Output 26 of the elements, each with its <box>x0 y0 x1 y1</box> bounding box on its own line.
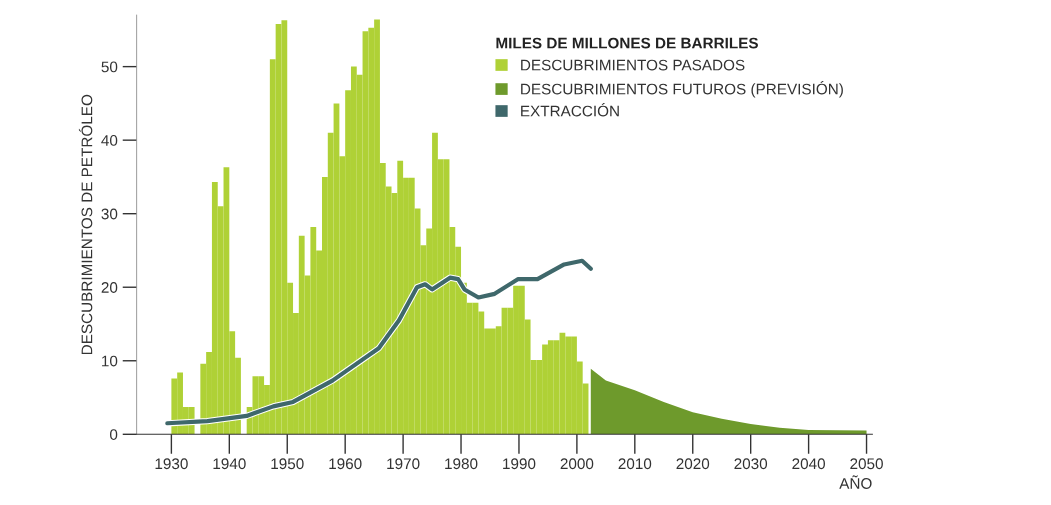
y-tick-label: 10 <box>102 355 118 367</box>
x-tick-label: 1980 <box>445 458 478 470</box>
y-tick-label: 20 <box>101 282 118 293</box>
x-axis-title: AÑO <box>839 475 872 489</box>
x-tick-label: 1930 <box>155 458 188 470</box>
legend-label: DESCUBRIMIENTOS PASADOS <box>521 59 745 71</box>
line-series <box>164 257 594 427</box>
x-tick-label: 2040 <box>792 458 826 470</box>
y-axis-title: DESCUBRIMIENTOS DE PETRÓLEO <box>78 94 93 355</box>
y-tick-label: 50 <box>101 61 118 73</box>
x-tick-label: 2050 <box>850 458 883 470</box>
legend-label: DESCUBRIMIENTOS FUTUROS (PREVISIÓN) <box>521 81 843 98</box>
x-tick-label: 1940 <box>213 458 246 470</box>
x-tick-label: 1950 <box>271 458 304 470</box>
y-tick-label: 0 <box>109 429 118 440</box>
legend-label: EXTRACCIÓN <box>521 103 619 117</box>
x-tick-label: 2020 <box>676 458 710 470</box>
y-tick-label: 30 <box>101 208 118 220</box>
x-tick-label: 2000 <box>560 458 594 470</box>
y-tick-label: 40 <box>101 135 118 146</box>
legend-title: MILES DE MILLONES DE BARRILES <box>496 37 758 49</box>
x-tick-label: 2010 <box>618 458 652 470</box>
x-tick-label: 1960 <box>329 458 362 470</box>
x-tick-label: 1990 <box>503 458 536 470</box>
x-tick-label: 1970 <box>387 458 420 470</box>
x-tick-label: 2030 <box>734 458 768 470</box>
